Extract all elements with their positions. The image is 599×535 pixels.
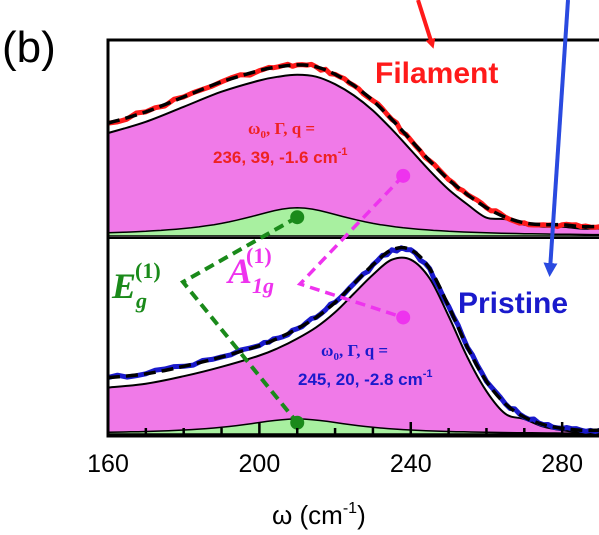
axes-frame xyxy=(106,38,599,438)
eg-mode-label: Eg(1) xyxy=(111,258,161,313)
fit-line-filament xyxy=(107,63,599,229)
data-line-pristine xyxy=(107,245,599,434)
x-axis-label: ω (cm-1) xyxy=(272,500,366,530)
panel-label: (b) xyxy=(2,23,56,72)
x-tick-label: 280 xyxy=(541,450,583,478)
curves-group xyxy=(107,61,599,434)
x-ticks: 160 200 240 280 xyxy=(87,422,599,478)
eg-marker-filament xyxy=(290,210,305,225)
filament-arrow xyxy=(416,0,436,49)
fano-fill-filament xyxy=(108,74,599,236)
x-tick-label: 200 xyxy=(239,450,281,478)
params-bot-line2: 245, 20, -2.8 cm-1 xyxy=(298,368,433,389)
assignment-lines xyxy=(179,168,411,430)
params-top-line1: ω0, Γ, q = xyxy=(248,119,315,141)
eg-marker-pristine xyxy=(290,415,305,430)
eg-peak-fill-filament xyxy=(107,207,599,237)
x-tick-label: 160 xyxy=(87,450,129,478)
eg-assign-line xyxy=(179,215,299,424)
a1g-marker-filament xyxy=(396,168,411,183)
eg-peak-fill-pristine xyxy=(107,418,599,435)
params-top-line2: 236, 39, -1.6 cm-1 xyxy=(213,146,348,167)
filament-label: Filament xyxy=(375,57,498,90)
x-tick-label: 240 xyxy=(390,450,432,478)
fit-line-pristine xyxy=(107,245,599,433)
pristine-label: Pristine xyxy=(458,287,568,320)
a1g-marker-pristine xyxy=(396,310,411,325)
pristine-arrow xyxy=(543,0,570,277)
fills-group xyxy=(107,74,599,435)
a1g-assign-line xyxy=(296,174,405,320)
params-bot-line1: ω0, Γ, q = xyxy=(321,341,388,363)
a1g-mode-label: A1g(1) xyxy=(226,243,274,298)
fano-fill-pristine xyxy=(108,257,599,434)
